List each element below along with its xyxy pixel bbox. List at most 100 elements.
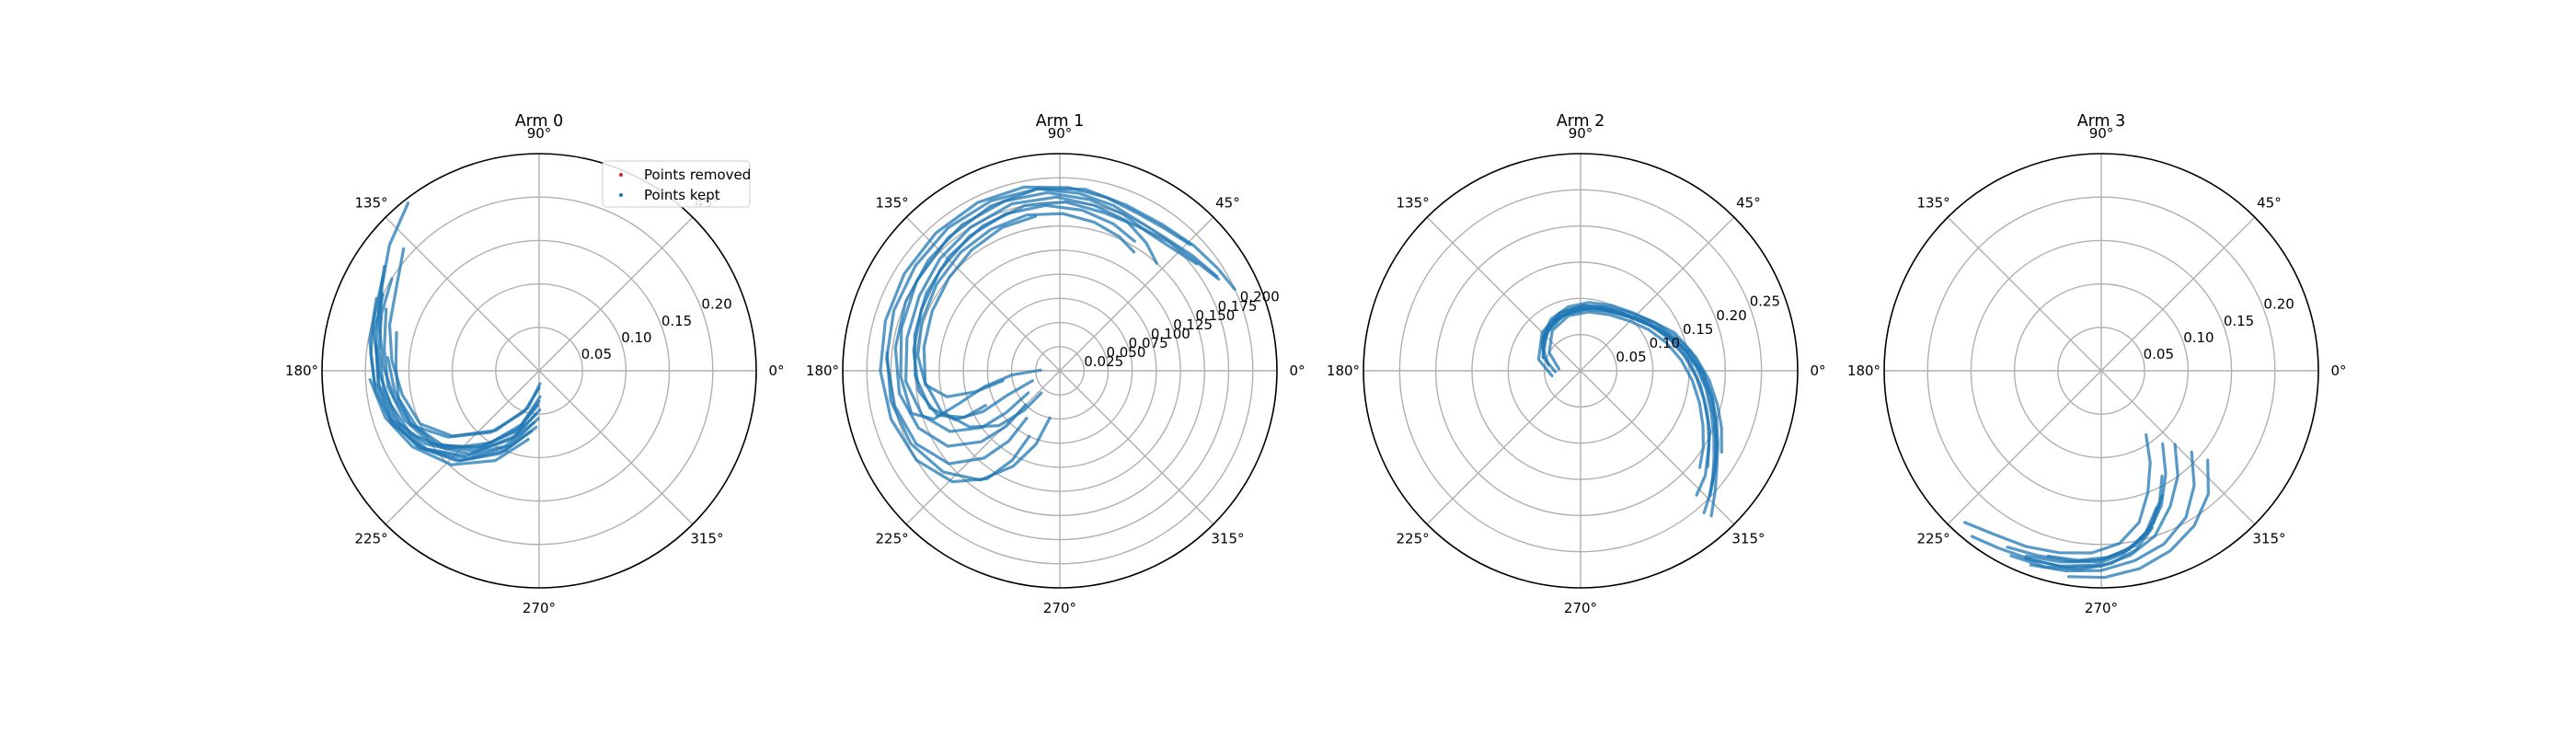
data-trace — [374, 343, 538, 463]
theta-tick-label: 45° — [2257, 195, 2282, 212]
data-trace — [378, 201, 541, 439]
data-trace — [1547, 310, 1705, 469]
r-tick-label: 0.05 — [1616, 349, 1646, 365]
data-trace — [2024, 506, 2158, 568]
r-tick-label: 0.20 — [701, 296, 731, 313]
r-tick-label: 0.05 — [2144, 346, 2174, 362]
data-trace — [904, 195, 1158, 433]
theta-gridline — [385, 216, 540, 372]
r-tick-label: 0.25 — [1750, 293, 1780, 310]
legend-label-kept: Points kept — [644, 187, 720, 203]
r-tick-label: 0.075 — [1129, 335, 1168, 351]
theta-tick-label: 0° — [1289, 362, 1305, 379]
theta-tick-label: 315° — [1731, 530, 1765, 546]
polar-subplot: 0°45°90°135°180°225°270°315°0.0250.0500.… — [806, 112, 1305, 616]
theta-gridline — [538, 216, 694, 372]
data-trace — [1963, 433, 2152, 555]
data-trace — [885, 187, 1219, 466]
theta-gridline — [2100, 370, 2256, 525]
theta-gridline — [905, 216, 1061, 372]
theta-tick-label: 45° — [1736, 195, 1761, 212]
data-trace — [385, 356, 542, 454]
theta-tick-label: 315° — [1211, 530, 1244, 546]
subplot-title: Arm 1 — [1036, 112, 1085, 131]
theta-tick-label: 0° — [768, 362, 784, 379]
data-trace — [916, 212, 1136, 398]
legend-marker-removed — [619, 173, 623, 177]
theta-tick-label: 225° — [875, 530, 908, 546]
theta-tick-label: 135° — [1916, 195, 1949, 212]
r-tick-label: 0.10 — [2183, 329, 2214, 346]
theta-gridline — [1426, 216, 1581, 372]
theta-gridline — [538, 370, 694, 525]
theta-tick-label: 180° — [1327, 362, 1360, 379]
data-trace — [912, 203, 1136, 420]
polar-subplot: 0°45°90°135°180°225°270°315°0.050.100.15… — [1847, 112, 2347, 616]
r-tick-label: 0.15 — [1683, 321, 1713, 338]
theta-tick-label: 45° — [1215, 195, 1240, 212]
r-tick-label: 0.150 — [1195, 307, 1235, 324]
r-tick-label: 0.10 — [1650, 335, 1680, 351]
polar-frame — [1363, 153, 1799, 589]
theta-tick-label: 225° — [1396, 530, 1429, 546]
theta-tick-label: 135° — [875, 195, 908, 212]
theta-tick-label: 225° — [1916, 530, 1949, 546]
theta-tick-label: 135° — [354, 195, 387, 212]
data-trace — [885, 351, 1052, 482]
data-trace — [387, 247, 542, 438]
r-tick-label: 0.15 — [661, 313, 692, 329]
data-trace — [2067, 458, 2210, 580]
data-trace — [368, 378, 530, 466]
r-tick-label: 0.200 — [1240, 289, 1280, 305]
theta-tick-label: 270° — [1043, 600, 1076, 616]
legend: Points removed Points kept — [602, 160, 751, 208]
r-tick-label: 0.15 — [2224, 313, 2254, 329]
legend-frame — [602, 160, 751, 208]
legend-label-removed: Points removed — [644, 167, 751, 183]
data-trace — [1541, 301, 1723, 454]
theta-tick-label: 315° — [690, 530, 723, 546]
r-tick-label: 0.175 — [1218, 298, 1258, 315]
r-tick-label: 0.050 — [1106, 344, 1145, 361]
data-trace — [377, 277, 540, 460]
theta-tick-label: 180° — [285, 362, 318, 379]
theta-tick-label: 0° — [2330, 362, 2346, 379]
polar-frame — [321, 153, 757, 589]
polar-subplot: 0°45°90°135°180°225°270°315°0.050.100.15… — [1327, 112, 1826, 616]
theta-tick-label: 270° — [523, 600, 556, 616]
theta-tick-label: 225° — [354, 530, 387, 546]
r-tick-label: 0.025 — [1084, 353, 1123, 370]
data-trace — [394, 330, 541, 449]
theta-gridline — [1580, 216, 1735, 372]
data-trace — [2046, 494, 2164, 562]
theta-tick-label: 270° — [1564, 600, 1597, 616]
theta-tick-label: 135° — [1396, 195, 1429, 212]
legend-marker-kept — [619, 193, 623, 197]
subplot-title: Arm 0 — [515, 112, 564, 131]
data-trace — [1540, 304, 1719, 514]
theta-gridline — [1947, 216, 2102, 372]
theta-gridline — [2100, 216, 2256, 372]
r-tick-label: 0.20 — [1716, 307, 1746, 324]
theta-gridline — [1947, 370, 2102, 525]
theta-tick-label: 90° — [1048, 125, 1073, 142]
polar-frame — [1883, 153, 2319, 589]
data-trace — [922, 214, 1043, 429]
data-trace — [2009, 526, 2154, 571]
subplot-title: Arm 3 — [2077, 112, 2126, 131]
data-trace — [893, 190, 1199, 448]
theta-tick-label: 90° — [527, 125, 552, 142]
theta-gridline — [1059, 370, 1214, 525]
theta-tick-label: 270° — [2085, 600, 2118, 616]
data-trace — [1970, 443, 2179, 569]
theta-tick-label: 180° — [1847, 362, 1880, 379]
theta-tick-label: 180° — [806, 362, 839, 379]
polar-frame — [842, 153, 1278, 589]
theta-gridline — [1426, 370, 1581, 525]
data-trace — [2029, 450, 2196, 573]
theta-tick-label: 0° — [1810, 362, 1825, 379]
polar-subplot: 0°45°90°135°180°225°270°315°0.050.100.15… — [285, 112, 785, 616]
r-tick-label: 0.100 — [1151, 326, 1190, 342]
data-trace — [899, 187, 1236, 421]
